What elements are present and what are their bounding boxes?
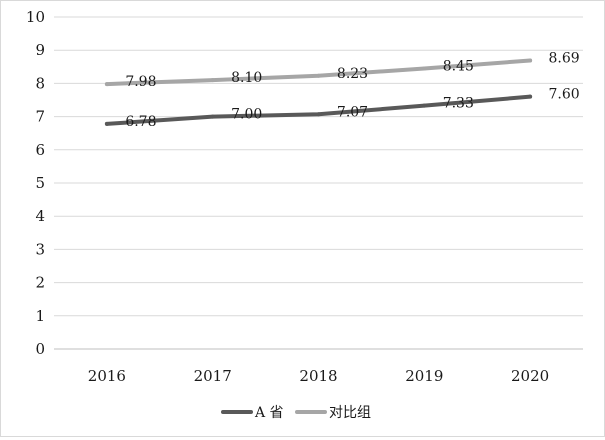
- y-tick-label: 5: [35, 174, 45, 192]
- y-tick-label: 2: [35, 274, 45, 292]
- x-tick-label: 2020: [511, 367, 549, 385]
- data-label: 8.69: [549, 50, 580, 66]
- data-label: 7.33: [443, 96, 474, 112]
- data-point: [210, 114, 215, 119]
- data-point: [528, 58, 533, 63]
- legend: A 省 对比组: [221, 405, 371, 421]
- data-point: [104, 82, 109, 87]
- legend-label: 对比组: [329, 405, 371, 421]
- data-label: 7.07: [337, 104, 368, 120]
- data-point: [210, 78, 215, 83]
- data-point: [422, 103, 427, 108]
- x-tick-label: 2019: [405, 367, 443, 385]
- data-point: [104, 121, 109, 126]
- x-tick-label: 2017: [194, 367, 232, 385]
- y-tick-label: 10: [26, 8, 45, 26]
- y-tick-label: 3: [35, 240, 45, 258]
- series-lines: [104, 58, 533, 126]
- data-point: [316, 73, 321, 78]
- y-tick-label: 7: [35, 108, 45, 126]
- gridlines: [54, 16, 583, 350]
- y-tick-label: 1: [35, 307, 45, 325]
- data-point: [316, 112, 321, 117]
- data-label: 6.78: [125, 114, 156, 130]
- y-tick-label: 8: [35, 74, 45, 92]
- data-label: 7.98: [125, 74, 156, 90]
- y-tick-label: 6: [35, 141, 45, 159]
- y-tick-label: 0: [35, 340, 45, 358]
- data-point: [422, 66, 427, 71]
- data-point: [528, 94, 533, 99]
- data-label: 7.60: [549, 87, 580, 103]
- x-tick-label: 2016: [88, 367, 126, 385]
- y-tick-label: 4: [35, 207, 45, 225]
- data-labels: 6.78 7.00 7.07 7.33 7.60 7.98 8.10 8.23 8.45 8.69: [125, 50, 579, 129]
- data-label: 8.23: [337, 66, 368, 82]
- axes: 0 1 2 3 4 5 6 7 8 9 10 2016 2017 2018 2019 2020: [26, 8, 549, 385]
- data-label: 7.00: [231, 107, 262, 123]
- legend-label: A 省: [254, 405, 284, 421]
- y-tick-label: 9: [35, 41, 45, 59]
- data-label: 8.10: [231, 70, 262, 86]
- x-tick-label: 2018: [299, 367, 337, 385]
- data-label: 8.45: [443, 58, 474, 74]
